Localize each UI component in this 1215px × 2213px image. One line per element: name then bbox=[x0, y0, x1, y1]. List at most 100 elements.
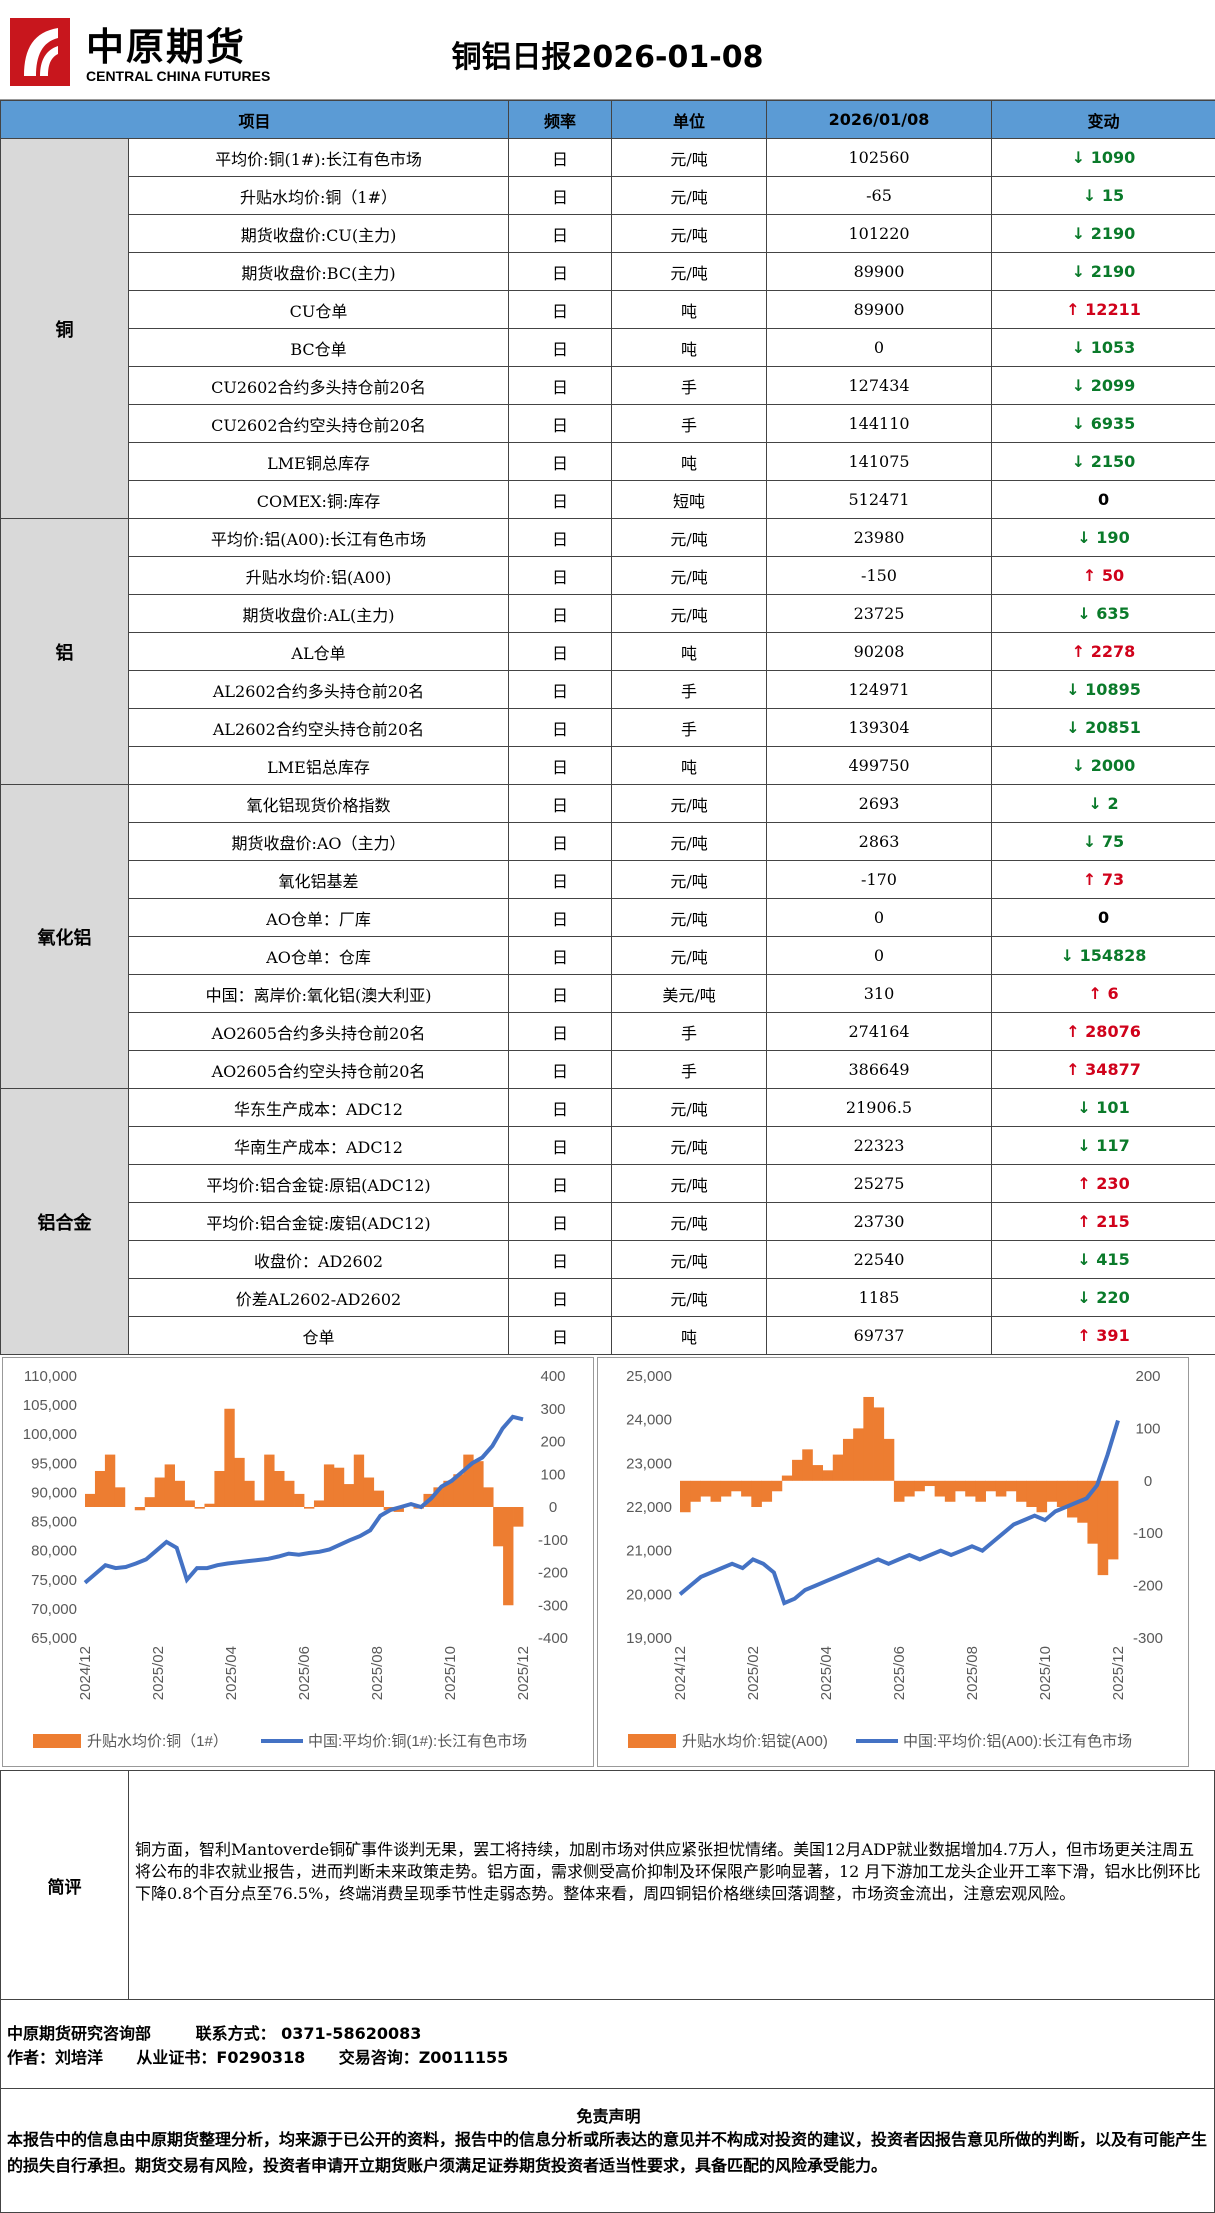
value-cell: 23730 bbox=[766, 1202, 993, 1241]
freq-cell: 日 bbox=[508, 784, 613, 823]
value-cell: 0 bbox=[766, 936, 993, 975]
table-row: 期货收盘价:BC(主力) 日元/吨 89900 ↓ 2190 bbox=[1, 252, 1215, 291]
aluminum-chart: 25,000 24,000 23,000 22,000 21,000 20,000 19,0… bbox=[597, 1357, 1189, 1767]
x-tick-label: 2025/10 bbox=[1037, 1646, 1054, 1700]
value-cell: 21906.5 bbox=[766, 1088, 993, 1127]
item-cell: AO2605合约多头持仓前20名 bbox=[127, 1012, 510, 1051]
bar bbox=[822, 1470, 834, 1481]
change-value: 12211 bbox=[1085, 300, 1141, 319]
unit-cell: 元/吨 bbox=[611, 860, 768, 899]
item-cell: CU仓单 bbox=[127, 290, 510, 329]
bar bbox=[114, 1487, 126, 1507]
freq-cell: 日 bbox=[508, 1164, 613, 1203]
y-left-tick-label: 19,000 bbox=[626, 1630, 672, 1647]
arrow-down-icon: ↓ bbox=[1066, 680, 1086, 699]
logo-english-name: CENTRAL CHINA FUTURES bbox=[86, 68, 271, 84]
unit-cell: 元/吨 bbox=[611, 556, 768, 595]
bar bbox=[513, 1507, 524, 1527]
y-left-tick-label: 90,000 bbox=[31, 1484, 77, 1501]
change-value: 0 bbox=[1097, 490, 1110, 509]
change-value: 2 bbox=[1107, 794, 1119, 813]
category-cell: 氧化铝 bbox=[0, 784, 129, 1089]
market-data-table: 项目 频率 单位 2026/01/08 变动 铜平均价:铜(1#):长江有色市场… bbox=[0, 100, 1215, 1355]
x-tick-label: 2025/08 bbox=[964, 1646, 981, 1700]
x-tick-label: 2025/02 bbox=[745, 1646, 762, 1700]
item-cell: AL2602合约空头持仓前20名 bbox=[127, 708, 510, 747]
value-cell: -170 bbox=[766, 860, 993, 899]
item-cell: 平均价:铝合金锭:废铝(ADC12) bbox=[127, 1202, 510, 1241]
legend-bar-swatch bbox=[33, 1734, 81, 1748]
bar bbox=[720, 1480, 732, 1497]
freq-cell: 日 bbox=[508, 1316, 613, 1355]
table-header-row: 项目 频率 单位 2026/01/08 变动 bbox=[0, 100, 1215, 139]
value-cell: 1185 bbox=[766, 1278, 993, 1317]
change-cell: ↓ 20851 bbox=[991, 708, 1215, 747]
change-cell: ↑ 28076 bbox=[991, 1012, 1215, 1051]
freq-cell: 日 bbox=[508, 214, 613, 253]
bar bbox=[680, 1480, 691, 1513]
value-cell: 310 bbox=[766, 974, 993, 1013]
change-value: 10895 bbox=[1085, 680, 1141, 699]
table-row: 升贴水均价:铝(A00) 日元/吨 -150 ↑ 50 bbox=[1, 556, 1215, 595]
unit-cell: 元/吨 bbox=[611, 138, 768, 177]
y-right-tick-label: 0 bbox=[1144, 1473, 1152, 1490]
table-row: AO2605合约多头持仓前20名日手 274164 ↑ 28076 bbox=[1, 1012, 1215, 1051]
value-cell: 127434 bbox=[766, 366, 993, 405]
y-right-tick-label: 200 bbox=[1135, 1368, 1160, 1385]
item-cell: 华南生产成本：ADC12 bbox=[127, 1126, 510, 1165]
freq-cell: 日 bbox=[508, 670, 613, 709]
y-right-tick-label: 400 bbox=[540, 1368, 565, 1385]
contact-author: 作者：刘培洋 从业证书：F0290318 交易咨询：Z0011155 bbox=[7, 2048, 509, 2067]
unit-cell: 元/吨 bbox=[611, 936, 768, 975]
bar bbox=[473, 1461, 484, 1507]
freq-cell: 日 bbox=[508, 290, 613, 329]
arrow-down-icon: ↓ bbox=[1077, 528, 1097, 547]
item-cell: 平均价:铝合金锭:原铝(ADC12) bbox=[127, 1164, 510, 1203]
bar bbox=[353, 1454, 365, 1507]
change-cell: ↑ 230 bbox=[991, 1164, 1215, 1203]
item-cell: 升贴水均价:铜（1#） bbox=[127, 176, 510, 215]
table-row: 平均价:铝合金锭:原铝(ADC12) 日元/吨 25275 ↑ 230 bbox=[1, 1164, 1215, 1203]
bar bbox=[741, 1480, 752, 1497]
unit-cell: 吨 bbox=[611, 746, 768, 785]
contact-section: 中原期货研究咨询部 联系方式： 0371-58620083 作者：刘培洋 从业证… bbox=[0, 2000, 1215, 2088]
item-cell: 仓单 bbox=[127, 1316, 510, 1355]
arrow-down-icon: ↓ bbox=[1066, 718, 1086, 737]
bar bbox=[333, 1467, 345, 1507]
change-value: 230 bbox=[1096, 1174, 1130, 1193]
table-row: CU2602合约多头持仓前20名日手 127434 ↓ 2099 bbox=[1, 366, 1215, 405]
bar bbox=[284, 1480, 295, 1507]
arrow-up-icon: ↑ bbox=[1066, 300, 1086, 319]
legend-bar-swatch bbox=[628, 1734, 676, 1748]
bar bbox=[710, 1480, 722, 1502]
table-row: AL2602合约多头持仓前20名日手 124971 ↓ 10895 bbox=[1, 670, 1215, 709]
y-right-tick-label: 100 bbox=[1135, 1420, 1160, 1437]
bar bbox=[294, 1493, 305, 1507]
change-cell: ↑ 6 bbox=[991, 974, 1215, 1013]
change-cell: ↓ 220 bbox=[991, 1278, 1215, 1317]
change-cell: ↓ 2190 bbox=[991, 214, 1215, 253]
x-tick-label: 2025/08 bbox=[369, 1646, 386, 1700]
header-frequency: 频率 bbox=[508, 100, 613, 139]
table-row: 平均价:铝合金锭:废铝(ADC12) 日元/吨 23730 ↑ 215 bbox=[1, 1202, 1215, 1241]
change-cell: ↓ 2150 bbox=[991, 442, 1215, 481]
bar bbox=[274, 1470, 285, 1507]
bar bbox=[873, 1407, 885, 1481]
bar bbox=[812, 1465, 824, 1481]
change-cell: ↓ 15 bbox=[991, 176, 1215, 215]
change-value: 34877 bbox=[1085, 1060, 1141, 1079]
value-cell: 499750 bbox=[766, 746, 993, 785]
item-cell: 期货收盘价:BC(主力) bbox=[127, 252, 510, 291]
change-value: 6935 bbox=[1090, 414, 1136, 433]
unit-cell: 元/吨 bbox=[611, 1088, 768, 1127]
table-row: 铝平均价:铝(A00):长江有色市场日元/吨 23980 ↓ 190 bbox=[0, 518, 1215, 785]
arrow-down-icon: ↓ bbox=[1060, 946, 1080, 965]
bar bbox=[463, 1454, 474, 1507]
change-value: 15 bbox=[1101, 186, 1125, 205]
unit-cell: 元/吨 bbox=[611, 518, 768, 557]
value-cell: 141075 bbox=[766, 442, 993, 481]
item-cell: AO仓单：仓库 bbox=[127, 936, 510, 975]
change-cell: ↑ 391 bbox=[991, 1316, 1215, 1355]
change-value: 190 bbox=[1096, 528, 1130, 547]
unit-cell: 手 bbox=[611, 670, 768, 709]
